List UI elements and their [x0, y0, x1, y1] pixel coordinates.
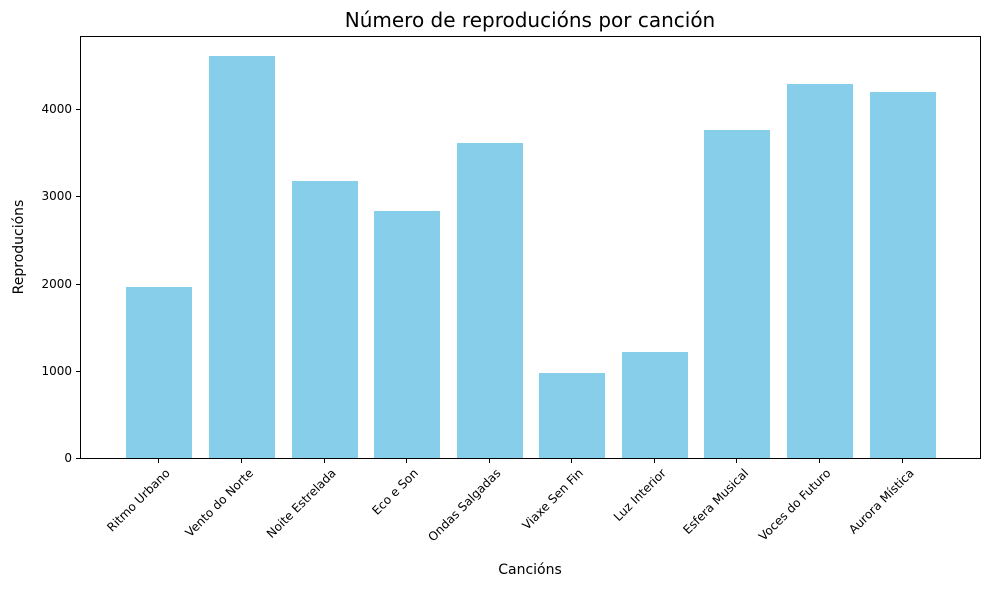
y-tick-label: 3000: [41, 189, 72, 204]
x-tick-label: Ritmo Urbano: [104, 466, 174, 535]
y-tick: [76, 283, 80, 285]
plot-area: [80, 36, 981, 459]
y-tick: [76, 458, 80, 459]
bar: [704, 130, 771, 458]
x-tick: [488, 458, 490, 463]
x-tick: [323, 458, 325, 463]
x-tick-label: Aurora Mística: [845, 466, 917, 537]
x-tick-label: Voces do Futuro: [755, 466, 834, 544]
y-tick-label: 0: [64, 451, 72, 465]
y-tick-label: 1000: [41, 363, 72, 378]
x-tick: [241, 458, 242, 463]
bar: [374, 210, 441, 458]
x-tick-label: Luz Interior: [610, 466, 669, 524]
x-tick-label: Esfera Musical: [680, 466, 752, 537]
x-axis-label: Cancións: [498, 562, 562, 578]
bar: [869, 92, 936, 458]
bar: [456, 142, 523, 458]
chart-title: Número de reproducións por canción: [344, 8, 716, 32]
x-tick-label: Vento do Norte: [182, 466, 257, 540]
x-tick: [571, 458, 573, 463]
bar: [539, 373, 606, 458]
bar: [786, 83, 853, 458]
x-tick: [901, 458, 903, 463]
y-tick: [76, 109, 80, 111]
bar: [126, 286, 193, 458]
x-tick: [653, 458, 655, 463]
x-tick-label: Noite Estrelada: [263, 466, 339, 541]
y-tick-label: 4000: [41, 102, 72, 117]
x-tick: [736, 458, 738, 463]
x-tick: [406, 458, 408, 463]
bar: [208, 56, 276, 458]
x-tick-label: Ondas Salgadas: [424, 466, 504, 545]
x-tick-label: Viaxe Sen Fin: [519, 466, 587, 533]
x-tick: [158, 458, 160, 463]
y-tick-label: 2000: [41, 276, 72, 291]
x-tick-label: Eco e Son: [369, 466, 422, 518]
y-axis-label: Reproducións: [11, 199, 27, 295]
x-tick: [818, 458, 820, 463]
bar: [291, 180, 358, 458]
y-tick: [76, 196, 80, 198]
bar: [621, 351, 688, 458]
y-tick: [76, 370, 80, 372]
